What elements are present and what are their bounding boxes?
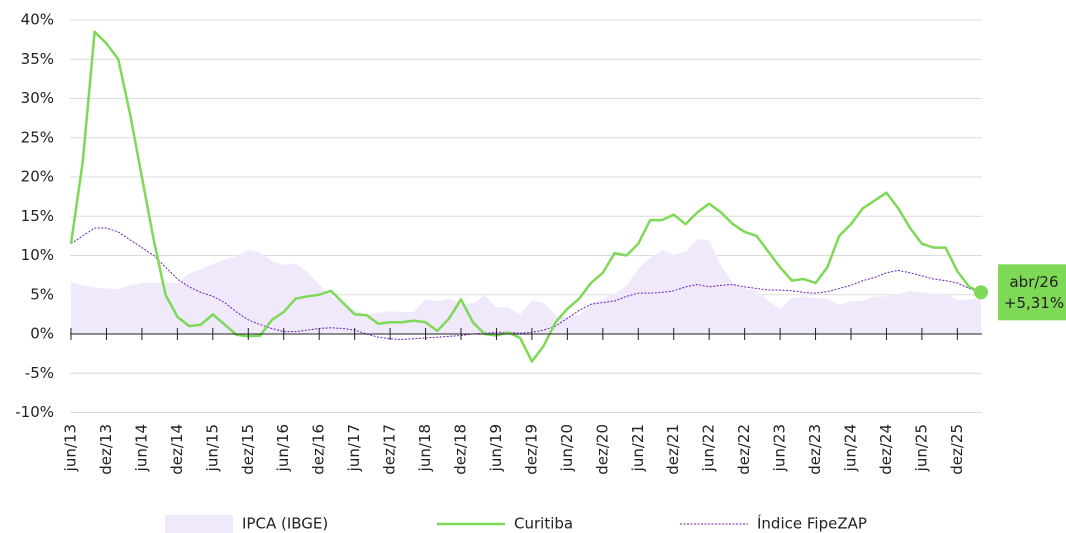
y-tick-label: -10% xyxy=(15,403,54,421)
area xyxy=(71,239,981,334)
x-tick-label: dez/15 xyxy=(239,424,257,475)
x-tick-label: dez/16 xyxy=(310,424,328,475)
x-tick-label: dez/23 xyxy=(806,424,824,475)
x-tick-label: dez/18 xyxy=(452,424,470,475)
legend-item: Índice FipeZAP xyxy=(680,514,867,533)
legend-label: Curitiba xyxy=(514,515,573,533)
y-tick-label: 10% xyxy=(21,246,54,264)
legend-label: Índice FipeZAP xyxy=(757,514,867,533)
y-tick-label: 0% xyxy=(30,325,54,343)
annotation-value: +5,31% xyxy=(1004,294,1064,312)
x-tick-label: dez/20 xyxy=(593,424,611,475)
annotation-box xyxy=(998,264,1066,321)
legend-label: IPCA (IBGE) xyxy=(242,515,328,533)
legend-item: Curitiba xyxy=(437,515,573,533)
y-tick-label: 30% xyxy=(21,89,54,107)
x-tick-label: jun/21 xyxy=(629,424,647,472)
x-tick-label: jun/14 xyxy=(132,424,150,472)
legend-item: IPCA (IBGE) xyxy=(165,515,328,533)
x-tick-label: jun/20 xyxy=(558,424,576,472)
x-tick-label: dez/14 xyxy=(168,424,186,475)
x-tick-label: jun/15 xyxy=(203,424,221,472)
end-point xyxy=(974,285,988,300)
y-tick-label: 20% xyxy=(21,168,54,186)
annotation-date: abr/26 xyxy=(1009,273,1058,291)
line xyxy=(69,30,982,363)
x-tick-label: dez/13 xyxy=(97,424,115,475)
y-tick-label: 5% xyxy=(30,285,54,303)
y-tick-label: 40% xyxy=(21,11,54,29)
x-tick-label: jun/17 xyxy=(345,424,363,472)
x-tick-label: dez/22 xyxy=(735,424,753,475)
x-tick-label: jun/13 xyxy=(62,424,80,472)
y-tick-label: 15% xyxy=(21,207,54,225)
x-tick-label: jun/16 xyxy=(274,424,292,472)
x-tick-label: dez/21 xyxy=(664,424,682,475)
x-tick-label: dez/19 xyxy=(522,424,540,475)
x-tick-label: jun/25 xyxy=(912,424,930,472)
x-tick-label: dez/24 xyxy=(877,424,895,475)
y-tick-label: 35% xyxy=(21,50,54,68)
x-tick-label: dez/17 xyxy=(381,424,399,475)
x-tick-label: jun/18 xyxy=(416,424,434,472)
line xyxy=(70,227,982,340)
x-tick-label: jun/24 xyxy=(842,424,860,472)
legend-swatch xyxy=(165,515,233,533)
x-tick-label: dez/25 xyxy=(948,424,966,475)
x-tick-label: jun/23 xyxy=(771,424,789,472)
x-tick-label: jun/22 xyxy=(700,424,718,472)
y-tick-label: -5% xyxy=(25,364,54,382)
y-tick-label: 25% xyxy=(21,128,54,146)
x-tick-label: jun/19 xyxy=(487,424,505,472)
